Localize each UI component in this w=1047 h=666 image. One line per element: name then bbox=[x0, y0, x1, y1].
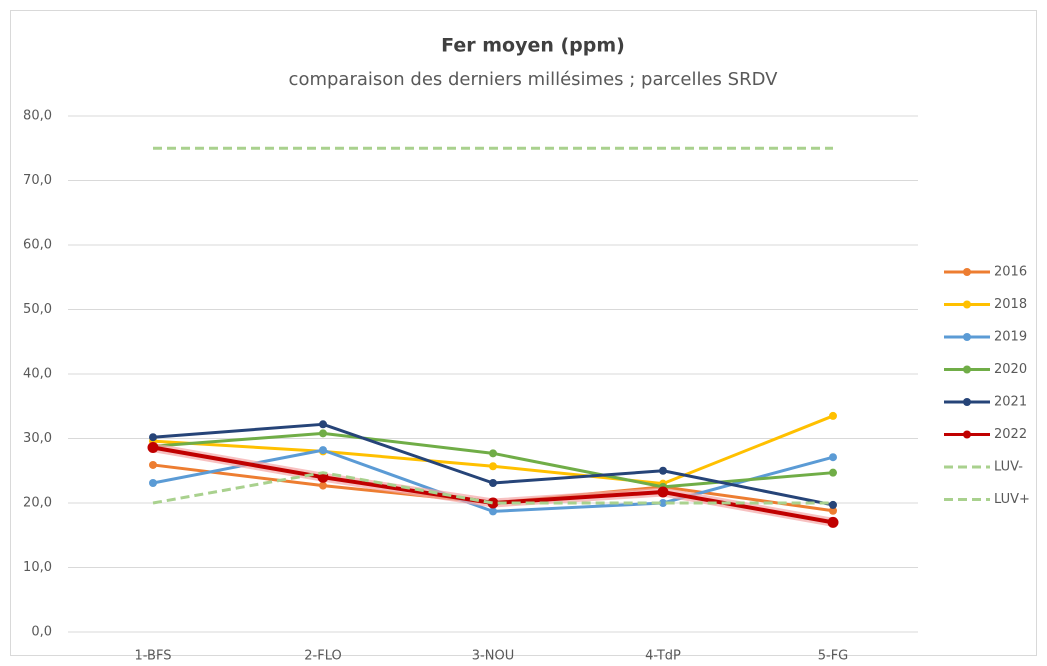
legend-marker bbox=[963, 430, 971, 439]
point bbox=[319, 429, 327, 438]
legend-marker bbox=[963, 300, 971, 309]
x-tick-label: 2-FLO bbox=[304, 649, 341, 664]
y-tick-label: 80,0 bbox=[23, 109, 52, 124]
legend-marker bbox=[963, 365, 971, 374]
point bbox=[489, 479, 497, 488]
point bbox=[659, 466, 667, 475]
legend-marker bbox=[963, 398, 971, 406]
point bbox=[149, 433, 157, 442]
legend-label: 2021 bbox=[994, 395, 1027, 410]
y-tick-label: 0,0 bbox=[31, 625, 52, 640]
legend-label: 2022 bbox=[994, 427, 1027, 442]
point bbox=[319, 420, 327, 429]
point bbox=[829, 453, 837, 462]
y-tick-label: 10,0 bbox=[23, 560, 52, 575]
y-tick-label: 60,0 bbox=[23, 238, 52, 253]
y-tick-label: 30,0 bbox=[23, 431, 52, 446]
point bbox=[319, 446, 327, 455]
point bbox=[829, 500, 837, 509]
chart-frame bbox=[10, 10, 1037, 656]
x-tick-label: 5-FG bbox=[818, 649, 849, 664]
point bbox=[487, 497, 499, 509]
x-tick-label: 4-TdP bbox=[645, 649, 681, 664]
legend-marker bbox=[963, 333, 971, 341]
point bbox=[489, 449, 497, 458]
point bbox=[489, 462, 497, 471]
point bbox=[827, 516, 839, 528]
series-line bbox=[152, 471, 833, 505]
point bbox=[319, 481, 327, 490]
point bbox=[829, 411, 837, 420]
y-tick-label: 40,0 bbox=[23, 367, 52, 382]
x-tick-label: 1-BFS bbox=[135, 649, 172, 664]
x-tick-label: 3-NOU bbox=[472, 649, 514, 664]
chart-title: Fer moyen (ppm) bbox=[441, 35, 625, 57]
legend-label: 2018 bbox=[994, 297, 1027, 312]
legend-label: 2019 bbox=[994, 330, 1027, 345]
point bbox=[829, 468, 837, 477]
legend-label: 2016 bbox=[994, 265, 1027, 280]
legend-marker bbox=[963, 268, 971, 276]
point bbox=[829, 506, 837, 515]
point bbox=[147, 442, 159, 454]
y-tick-label: 70,0 bbox=[23, 173, 52, 188]
legend-label: 2020 bbox=[994, 362, 1027, 377]
point bbox=[149, 460, 157, 469]
legend-label: LUV- bbox=[994, 460, 1023, 475]
y-tick-label: 50,0 bbox=[23, 302, 52, 317]
point bbox=[149, 479, 157, 488]
point bbox=[489, 507, 497, 516]
chart-subtitle: comparaison des derniers millésimes ; pa… bbox=[289, 69, 779, 90]
point bbox=[659, 499, 667, 507]
point bbox=[657, 486, 669, 498]
y-tick-label: 20,0 bbox=[23, 496, 52, 511]
legend-label: LUV+ bbox=[994, 492, 1030, 507]
